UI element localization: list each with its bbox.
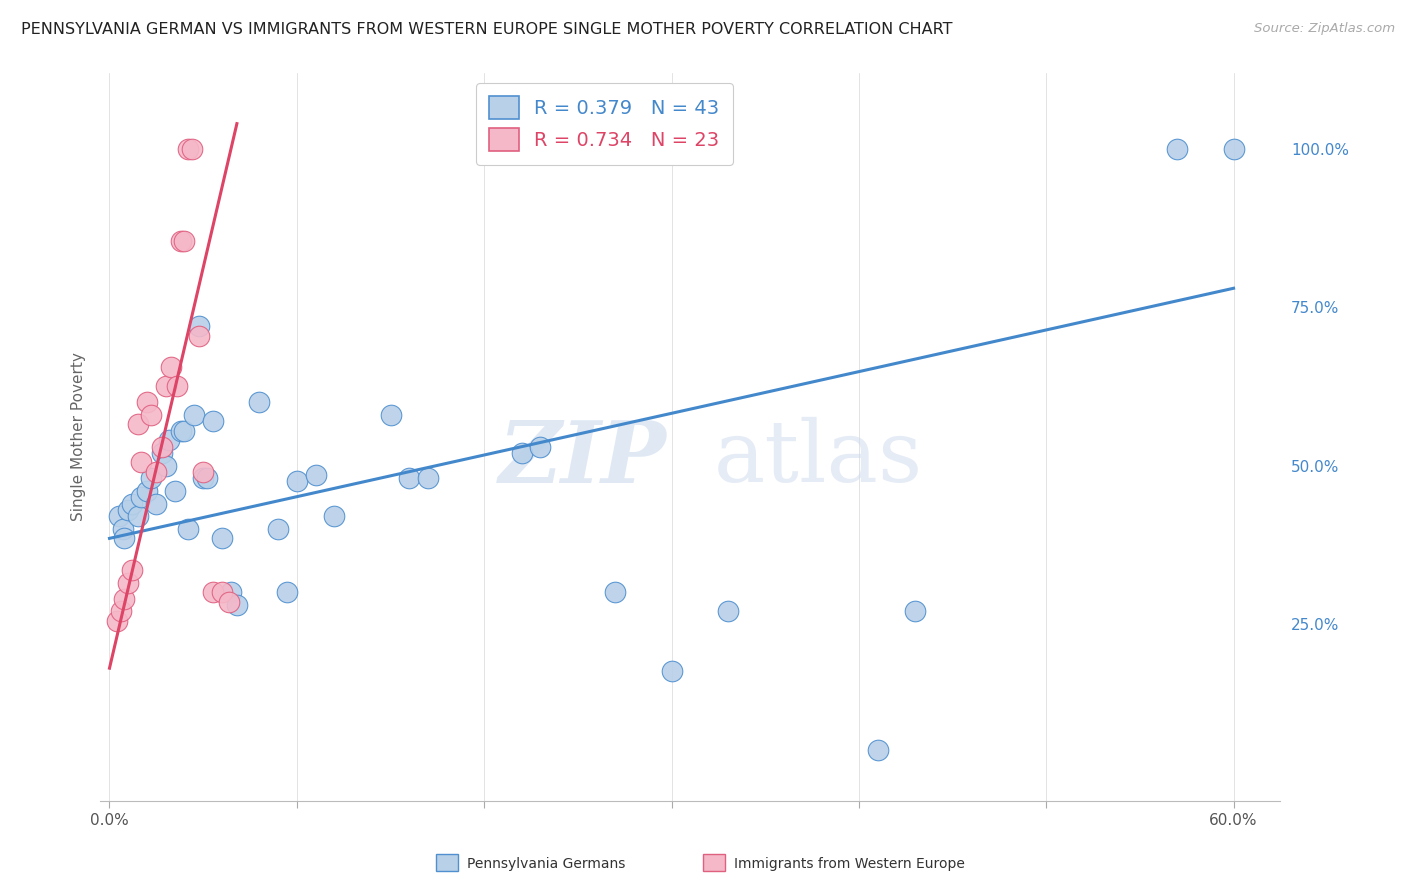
Point — [131, 490, 153, 504]
Point — [145, 497, 167, 511]
Point — [201, 414, 224, 428]
Point — [285, 475, 308, 489]
Point — [183, 408, 205, 422]
Point — [114, 591, 136, 606]
Point — [145, 465, 167, 479]
Point — [111, 522, 134, 536]
Point — [529, 440, 551, 454]
Point — [416, 471, 439, 485]
Point — [173, 234, 195, 248]
Point — [114, 532, 136, 546]
Point — [150, 446, 173, 460]
Point — [108, 509, 131, 524]
Point — [177, 142, 200, 156]
Point — [219, 585, 242, 599]
Point — [166, 379, 188, 393]
Point — [159, 434, 181, 448]
Point — [380, 408, 402, 422]
Point — [193, 471, 215, 485]
Point — [165, 483, 187, 498]
Point — [117, 503, 139, 517]
Point — [121, 563, 143, 577]
Text: Source: ZipAtlas.com: Source: ZipAtlas.com — [1254, 22, 1395, 36]
Text: Immigrants from Western Europe: Immigrants from Western Europe — [734, 857, 965, 871]
Point — [105, 614, 128, 628]
Point — [136, 395, 159, 409]
Point — [155, 379, 177, 393]
Point — [1166, 142, 1188, 156]
Point — [170, 234, 193, 248]
Point — [717, 604, 740, 618]
Point — [866, 743, 889, 757]
Point — [225, 598, 247, 612]
Point — [121, 497, 143, 511]
Point — [131, 455, 153, 469]
Point — [139, 408, 162, 422]
Point — [188, 328, 211, 343]
Point — [127, 509, 149, 524]
Point — [661, 665, 683, 679]
Y-axis label: Single Mother Poverty: Single Mother Poverty — [72, 352, 86, 522]
Point — [173, 424, 195, 438]
Point — [195, 471, 218, 485]
Text: atlas: atlas — [714, 417, 922, 500]
Text: PENNSYLVANIA GERMAN VS IMMIGRANTS FROM WESTERN EUROPE SINGLE MOTHER POVERTY CORR: PENNSYLVANIA GERMAN VS IMMIGRANTS FROM W… — [21, 22, 953, 37]
Point — [193, 465, 215, 479]
Point — [181, 142, 204, 156]
Point — [110, 604, 132, 618]
Point — [323, 509, 346, 524]
Point — [170, 424, 193, 438]
Point — [188, 319, 211, 334]
Text: ZIP: ZIP — [499, 417, 666, 500]
Text: Pennsylvania Germans: Pennsylvania Germans — [467, 857, 626, 871]
Legend: R = 0.379   N = 43, R = 0.734   N = 23: R = 0.379 N = 43, R = 0.734 N = 23 — [475, 83, 733, 164]
Point — [267, 522, 290, 536]
Point — [155, 458, 177, 473]
Point — [218, 595, 240, 609]
Point — [211, 532, 233, 546]
Point — [510, 446, 533, 460]
Point — [117, 575, 139, 590]
Point — [139, 471, 162, 485]
Point — [1222, 142, 1244, 156]
Point — [398, 471, 420, 485]
Point — [160, 360, 183, 375]
Point — [247, 395, 270, 409]
Point — [201, 585, 224, 599]
Point — [136, 483, 159, 498]
Point — [904, 604, 927, 618]
Point — [605, 585, 627, 599]
Point — [127, 417, 149, 432]
Point — [211, 585, 233, 599]
Point — [150, 440, 173, 454]
Point — [276, 585, 298, 599]
Point — [304, 468, 326, 483]
Point — [177, 522, 200, 536]
